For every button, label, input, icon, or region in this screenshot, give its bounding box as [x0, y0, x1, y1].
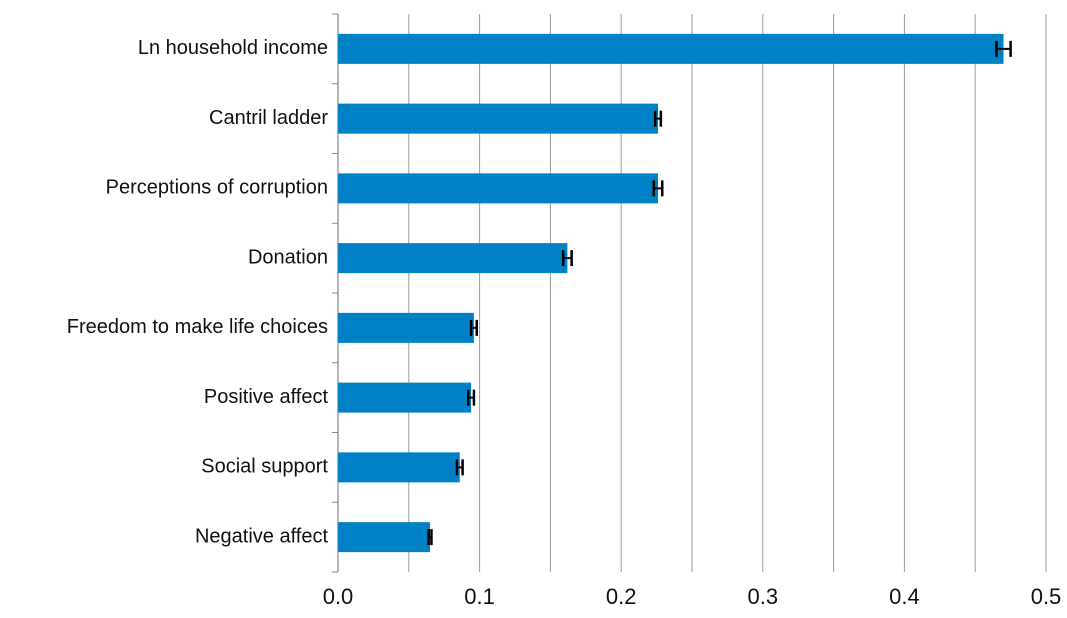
bar [338, 103, 659, 134]
x-tick-label: 0.1 [464, 584, 495, 609]
error-bars [427, 40, 1012, 546]
category-label: Donation [248, 246, 328, 268]
category-label: Social support [201, 456, 328, 478]
x-tick-label: 0.4 [889, 584, 920, 609]
category-label: Negative affect [195, 525, 328, 547]
category-label: Perceptions of corruption [106, 177, 328, 199]
bar [338, 382, 472, 413]
x-tick-labels: 0.0 0.1 0.2 0.3 0.4 0.5 [323, 584, 1062, 609]
x-tick-label: 0.3 [748, 584, 779, 609]
category-label: Cantril ladder [209, 107, 328, 129]
x-tick-label: 0.5 [1031, 584, 1062, 609]
bar [338, 312, 474, 343]
bar [338, 522, 431, 553]
gridlines [408, 14, 1047, 572]
x-tick-label: 0.0 [323, 584, 354, 609]
category-label: Positive affect [204, 386, 329, 408]
x-tick-label: 0.2 [606, 584, 637, 609]
category-label: Ln household income [138, 37, 328, 59]
y-axis [332, 13, 339, 573]
category-labels: Ln household income Cantril ladder Percept… [67, 37, 329, 547]
category-label: Freedom to make life choices [67, 316, 328, 338]
bar [338, 243, 568, 274]
bar [338, 33, 1004, 64]
bars [338, 33, 1004, 553]
bar [338, 173, 659, 204]
bar [338, 452, 460, 483]
